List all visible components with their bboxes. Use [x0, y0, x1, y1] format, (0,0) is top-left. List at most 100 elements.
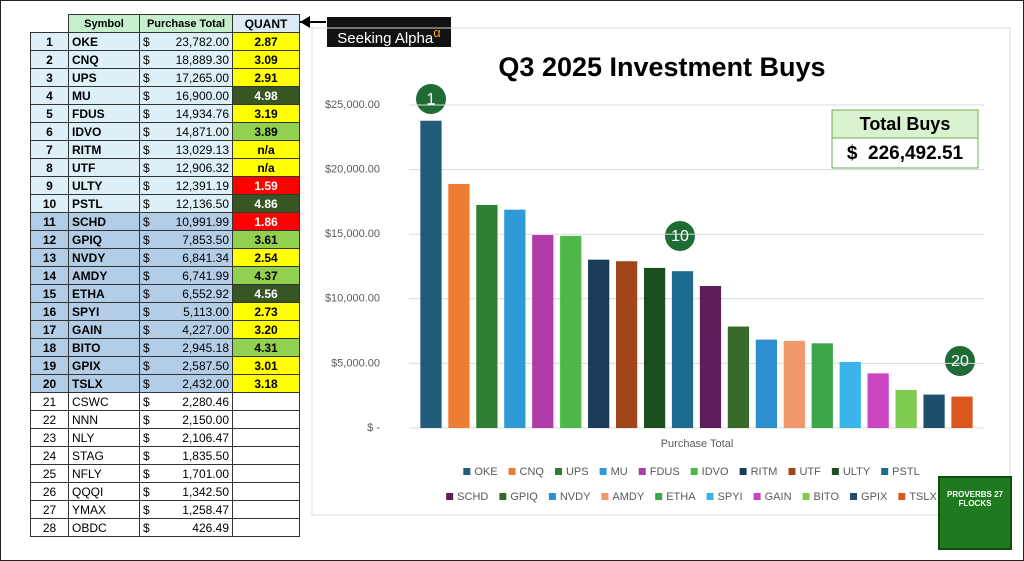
badge-sup: α [433, 25, 441, 40]
quant [232, 446, 300, 465]
amount-value: 14,934.76 [175, 106, 229, 121]
quant [232, 410, 300, 429]
table-row: 16 SPYI $5,113.00 2.73 [30, 302, 300, 321]
table-row: 23 NLY $2,106.47 [30, 428, 300, 447]
quant: 2.91 [232, 68, 300, 87]
currency: $ [143, 178, 150, 193]
amount-value: 12,136.50 [175, 196, 229, 211]
amount: $12,136.50 [143, 197, 229, 211]
row-number: 4 [30, 86, 69, 105]
header-cell: QUANT [232, 14, 300, 33]
currency: $ [143, 340, 150, 355]
symbol: SCHD [68, 212, 140, 231]
symbol: GPIQ [68, 230, 140, 249]
amount-cell: $6,741.99 [139, 266, 233, 285]
row-number: 13 [30, 248, 69, 267]
amount-cell: $2,280.46 [139, 392, 233, 411]
row-number: 24 [30, 446, 69, 465]
row-number: 18 [30, 338, 69, 357]
amount-cell: $426.49 [139, 518, 233, 537]
quant [232, 464, 300, 483]
seeking-alpha-badge: Seeking Alphaα [327, 17, 451, 47]
amount: $12,391.19 [143, 179, 229, 193]
symbol: GAIN [68, 320, 140, 339]
spreadsheet: Symbol Purchase Total QUANT 1 OKE $23,782.… [30, 14, 300, 537]
currency: $ [143, 502, 150, 517]
logo-text: PROVERBS 27 FLOCKS [946, 490, 1004, 508]
row-number: 19 [30, 356, 69, 375]
symbol: UPS [68, 68, 140, 87]
table-row: 28 OBDC $426.49 [30, 518, 300, 537]
row-number: 10 [30, 194, 69, 213]
symbol: CSWC [68, 392, 140, 411]
row-number: 9 [30, 176, 69, 195]
amount: $2,150.00 [143, 413, 229, 427]
table-row: 22 NNN $2,150.00 [30, 410, 300, 429]
symbol: GPIX [68, 356, 140, 375]
symbol: NVDY [68, 248, 140, 267]
amount-cell: $2,150.00 [139, 410, 233, 429]
currency: $ [143, 70, 150, 85]
table-row: 21 CSWC $2,280.46 [30, 392, 300, 411]
amount-cell: $1,258.47 [139, 500, 233, 519]
row-number: 16 [30, 302, 69, 321]
amount-value: 23,782.00 [175, 34, 229, 49]
amount-value: 12,391.19 [175, 178, 229, 193]
amount-cell: $4,227.00 [139, 320, 233, 339]
header-row: Symbol Purchase Total QUANT [30, 14, 300, 33]
logo: PROVERBS 27 FLOCKS [938, 476, 1012, 550]
amount-cell: $16,900.00 [139, 86, 233, 105]
currency: $ [143, 250, 150, 265]
quant: 2.73 [232, 302, 300, 321]
amount: $10,991.99 [143, 215, 229, 229]
table-row: 10 PSTL $12,136.50 4.86 [30, 194, 300, 213]
table-row: 17 GAIN $4,227.00 3.20 [30, 320, 300, 339]
quant [232, 482, 300, 501]
row-number: 15 [30, 284, 69, 303]
currency: $ [143, 394, 150, 409]
table-row: 11 SCHD $10,991.99 1.86 [30, 212, 300, 231]
amount-value: 6,552.92 [182, 286, 229, 301]
quant: 3.01 [232, 356, 300, 375]
symbol: RITM [68, 140, 140, 159]
currency: $ [143, 268, 150, 283]
currency: $ [143, 196, 150, 211]
amount-value: 4,227.00 [182, 322, 229, 337]
badge-text: Seeking Alpha [337, 30, 434, 47]
row-number: 14 [30, 266, 69, 285]
currency: $ [143, 358, 150, 373]
row-number: 20 [30, 374, 69, 393]
amount-value: 1,342.50 [182, 484, 229, 499]
table-row: 19 GPIX $2,587.50 3.01 [30, 356, 300, 375]
amount-cell: $12,136.50 [139, 194, 233, 213]
currency: $ [143, 124, 150, 139]
amount-value: 1,258.47 [182, 502, 229, 517]
symbol: OBDC [68, 518, 140, 537]
quant [232, 500, 300, 519]
amount: $1,258.47 [143, 503, 229, 517]
quant: 3.19 [232, 104, 300, 123]
amount-value: 16,900.00 [175, 88, 229, 103]
symbol: IDVO [68, 122, 140, 141]
table-row: 18 BITO $2,945.18 4.31 [30, 338, 300, 357]
row-number: 27 [30, 500, 69, 519]
quant: 4.56 [232, 284, 300, 303]
amount-value: 7,853.50 [182, 232, 229, 247]
amount: $14,871.00 [143, 125, 229, 139]
amount-cell: $2,587.50 [139, 356, 233, 375]
corner [30, 14, 69, 33]
amount-cell: $2,106.47 [139, 428, 233, 447]
row-number: 26 [30, 482, 69, 501]
currency: $ [143, 304, 150, 319]
amount: $17,265.00 [143, 71, 229, 85]
symbol: OKE [68, 32, 140, 51]
table-row: 7 RITM $13,029.13 n/a [30, 140, 300, 159]
quant: 1.86 [232, 212, 300, 231]
symbol: SPYI [68, 302, 140, 321]
amount-value: 1,835.50 [182, 448, 229, 463]
row-number: 22 [30, 410, 69, 429]
amount: $426.49 [143, 521, 229, 535]
amount-cell: $1,342.50 [139, 482, 233, 501]
currency: $ [143, 52, 150, 67]
